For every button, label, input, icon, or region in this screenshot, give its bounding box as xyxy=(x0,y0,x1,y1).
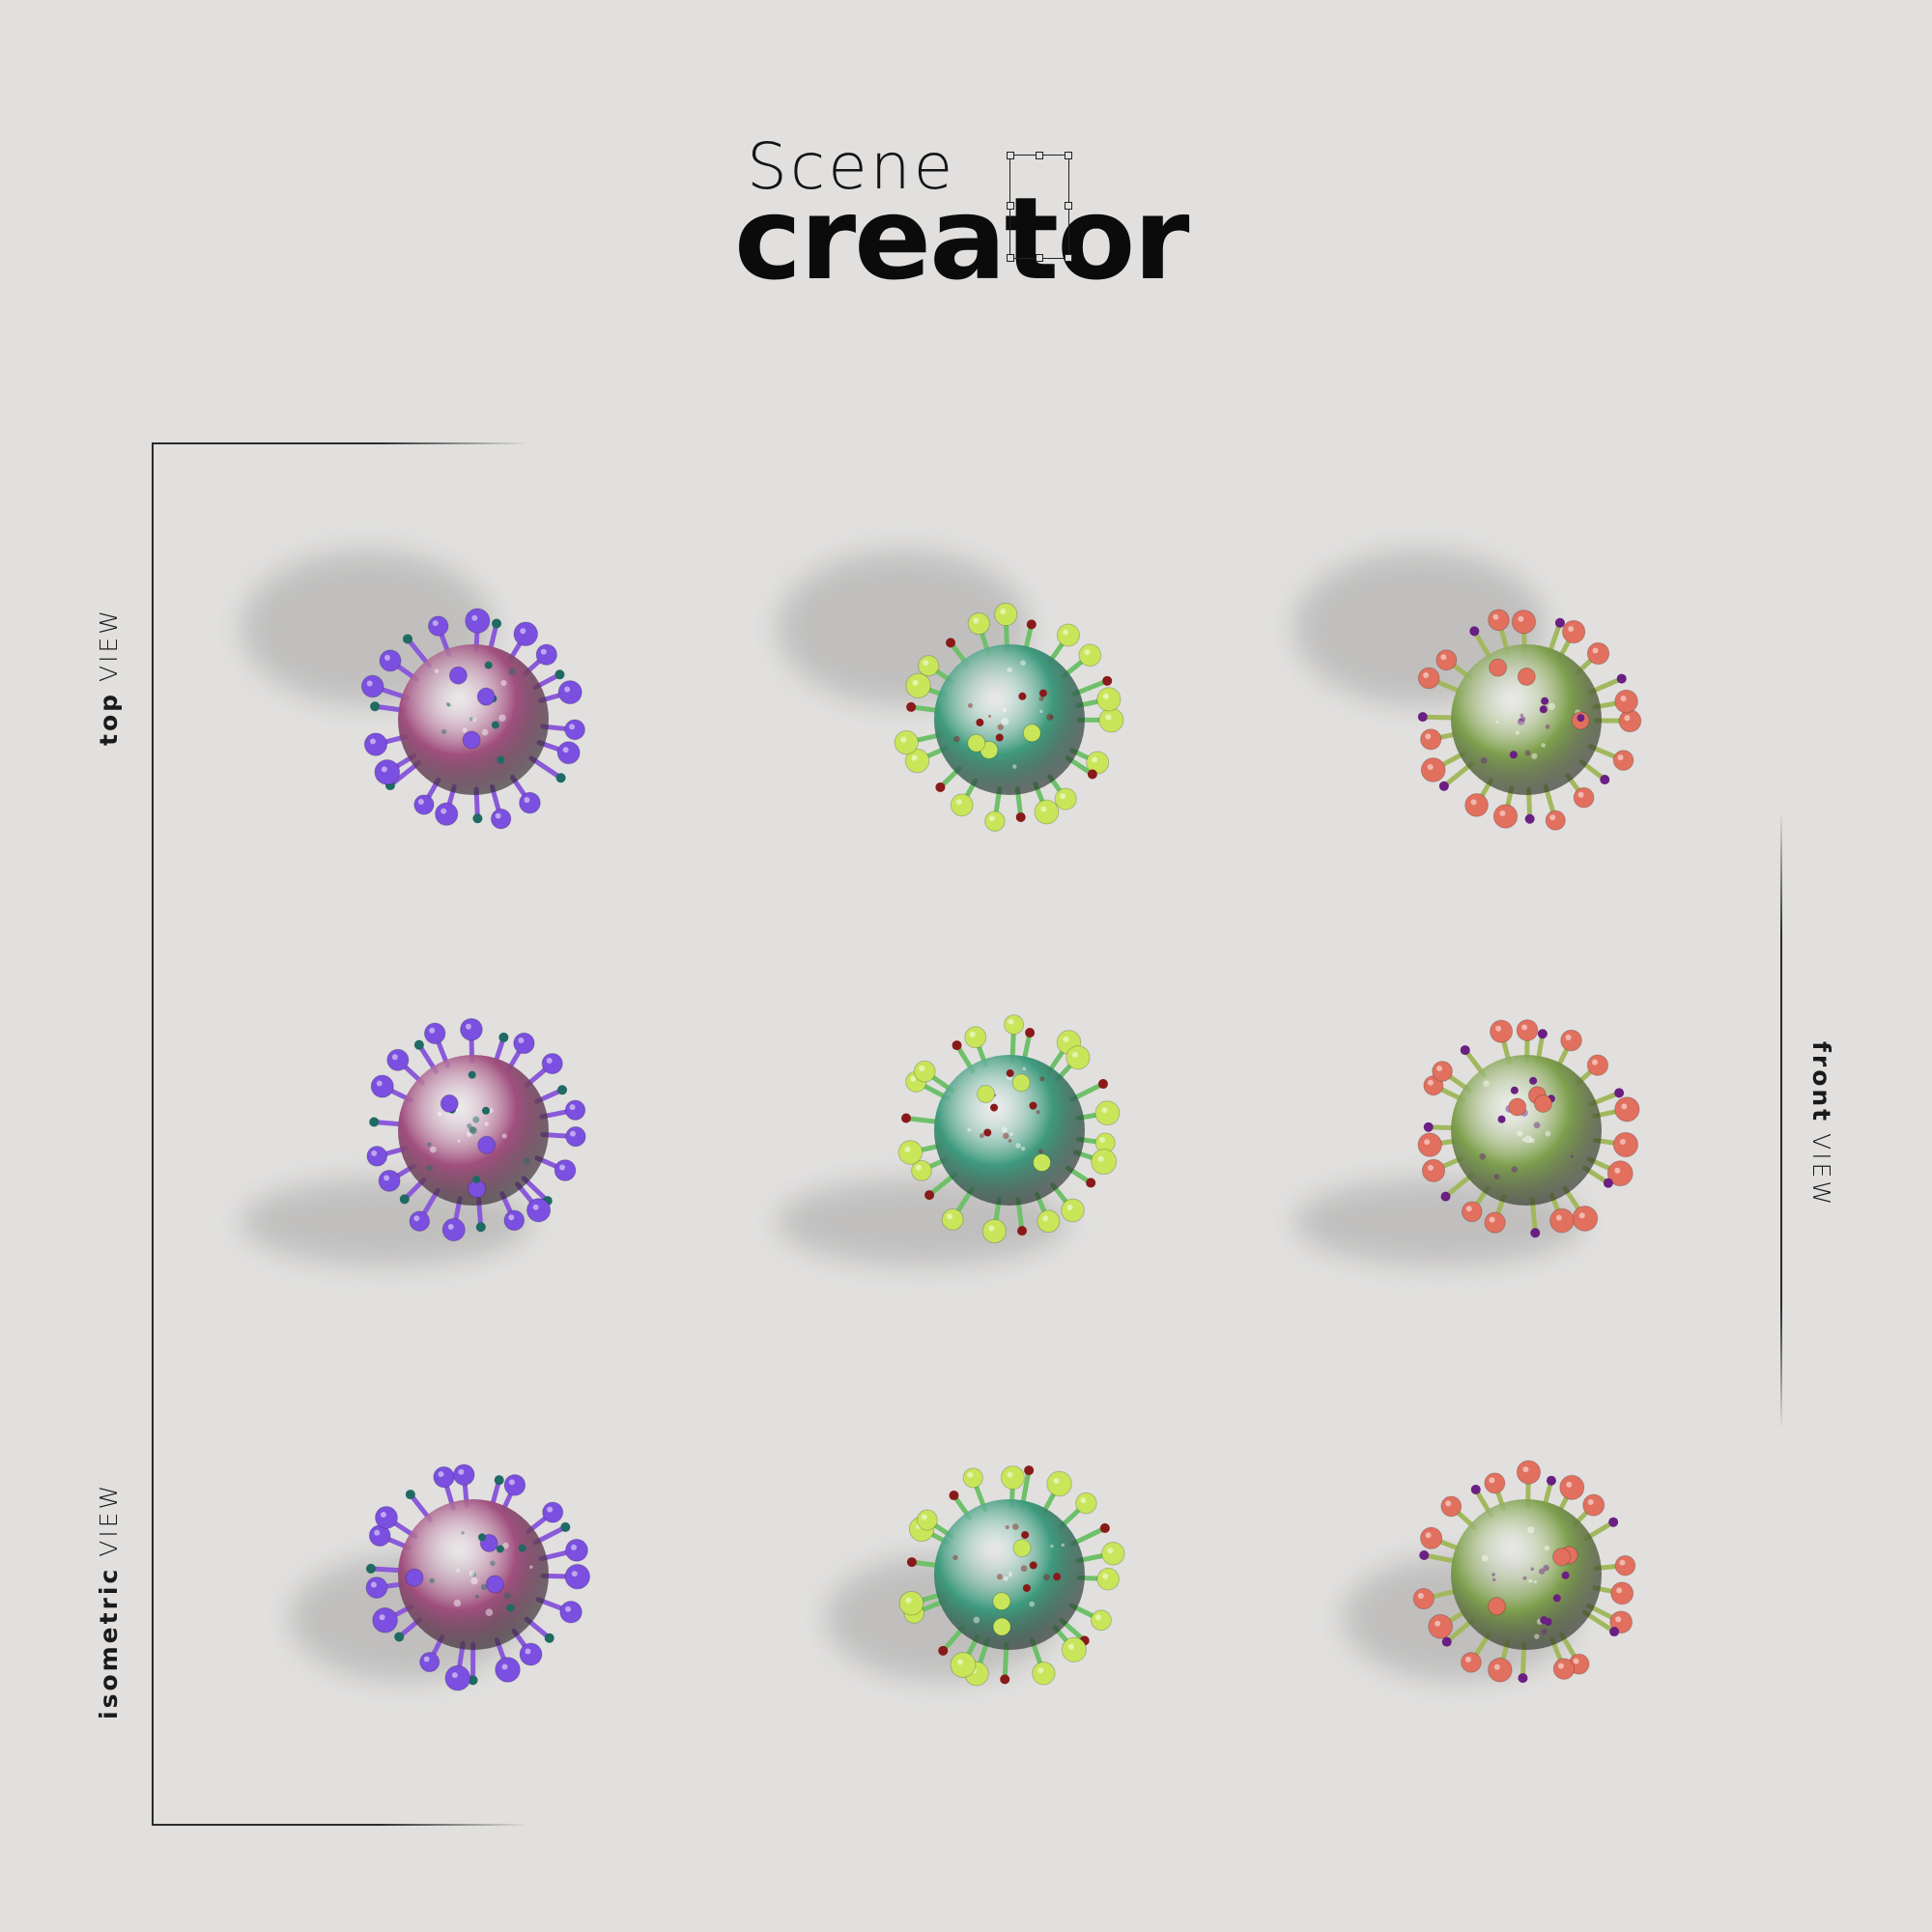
virus-spikes xyxy=(1417,1019,1640,1238)
front-view-label: front VIEW xyxy=(1807,1041,1835,1208)
virus-purple-front-view xyxy=(242,985,618,1275)
front-view-label-bold: front xyxy=(1807,1041,1835,1124)
virus-front-spikes xyxy=(1487,1546,1578,1626)
isometric-view-label: isometric VIEW xyxy=(95,1483,123,1719)
virus-body xyxy=(398,1499,549,1650)
virus-front-spikes xyxy=(1497,1076,1555,1123)
virus-purple-isometric-view xyxy=(290,1430,618,1719)
virus-surface-specks xyxy=(967,1066,1045,1154)
virus-front-spikes xyxy=(405,1533,526,1612)
virus-body xyxy=(398,644,549,795)
virus-body xyxy=(934,644,1085,795)
logo-creator-text: creator xyxy=(734,172,1189,305)
frame-line-right xyxy=(1780,811,1782,1430)
logo-selection-box xyxy=(1007,152,1072,262)
virus-front-spikes xyxy=(967,689,1047,759)
virus-olive-front-view xyxy=(1294,985,1671,1275)
isometric-view-label-thin: VIEW xyxy=(95,1482,123,1557)
scene-creator-logo: Scene creator xyxy=(734,129,1198,297)
virus-front-spikes xyxy=(992,1530,1062,1636)
virus-front-spikes xyxy=(977,1069,1052,1173)
top-view-label-bold: top xyxy=(95,691,123,746)
virus-olive-top-view xyxy=(1294,551,1671,865)
virus-surface-specks xyxy=(1480,702,1581,764)
virus-body xyxy=(1451,1499,1602,1650)
virus-body xyxy=(1451,1055,1602,1206)
top-view-label-thin: VIEW xyxy=(95,608,123,683)
virus-purple-top-view xyxy=(242,551,618,865)
virus-body xyxy=(934,1499,1085,1650)
virus-surface-specks xyxy=(426,1108,530,1172)
frame-line-top xyxy=(152,442,528,444)
virus-surface-specks xyxy=(429,1531,533,1617)
front-view-label-thin: VIEW xyxy=(1807,1133,1835,1208)
virus-front-spikes xyxy=(448,661,505,764)
virus-teal-isometric-view xyxy=(826,1430,1154,1719)
virus-front-spikes xyxy=(440,1070,497,1199)
virus-body xyxy=(1451,644,1602,795)
virus-front-spikes xyxy=(1489,658,1590,759)
virus-spikes xyxy=(894,602,1124,832)
virus-spikes xyxy=(1412,1460,1636,1684)
virus-surface-specks xyxy=(1479,1080,1574,1179)
virus-teal-top-view xyxy=(778,551,1154,865)
virus-teal-front-view xyxy=(778,985,1154,1275)
virus-surface-specks xyxy=(1481,1526,1550,1639)
virus-olive-isometric-view xyxy=(1343,1430,1671,1719)
frame-line-left xyxy=(152,442,154,1826)
frame-line-bottom xyxy=(152,1824,528,1826)
top-view-label: top VIEW xyxy=(95,608,123,746)
isometric-view-label-bold: isometric xyxy=(95,1566,123,1719)
logo-scene-text: Scene xyxy=(747,129,956,204)
virus-body xyxy=(398,1055,549,1206)
virus-spikes xyxy=(897,1014,1121,1244)
